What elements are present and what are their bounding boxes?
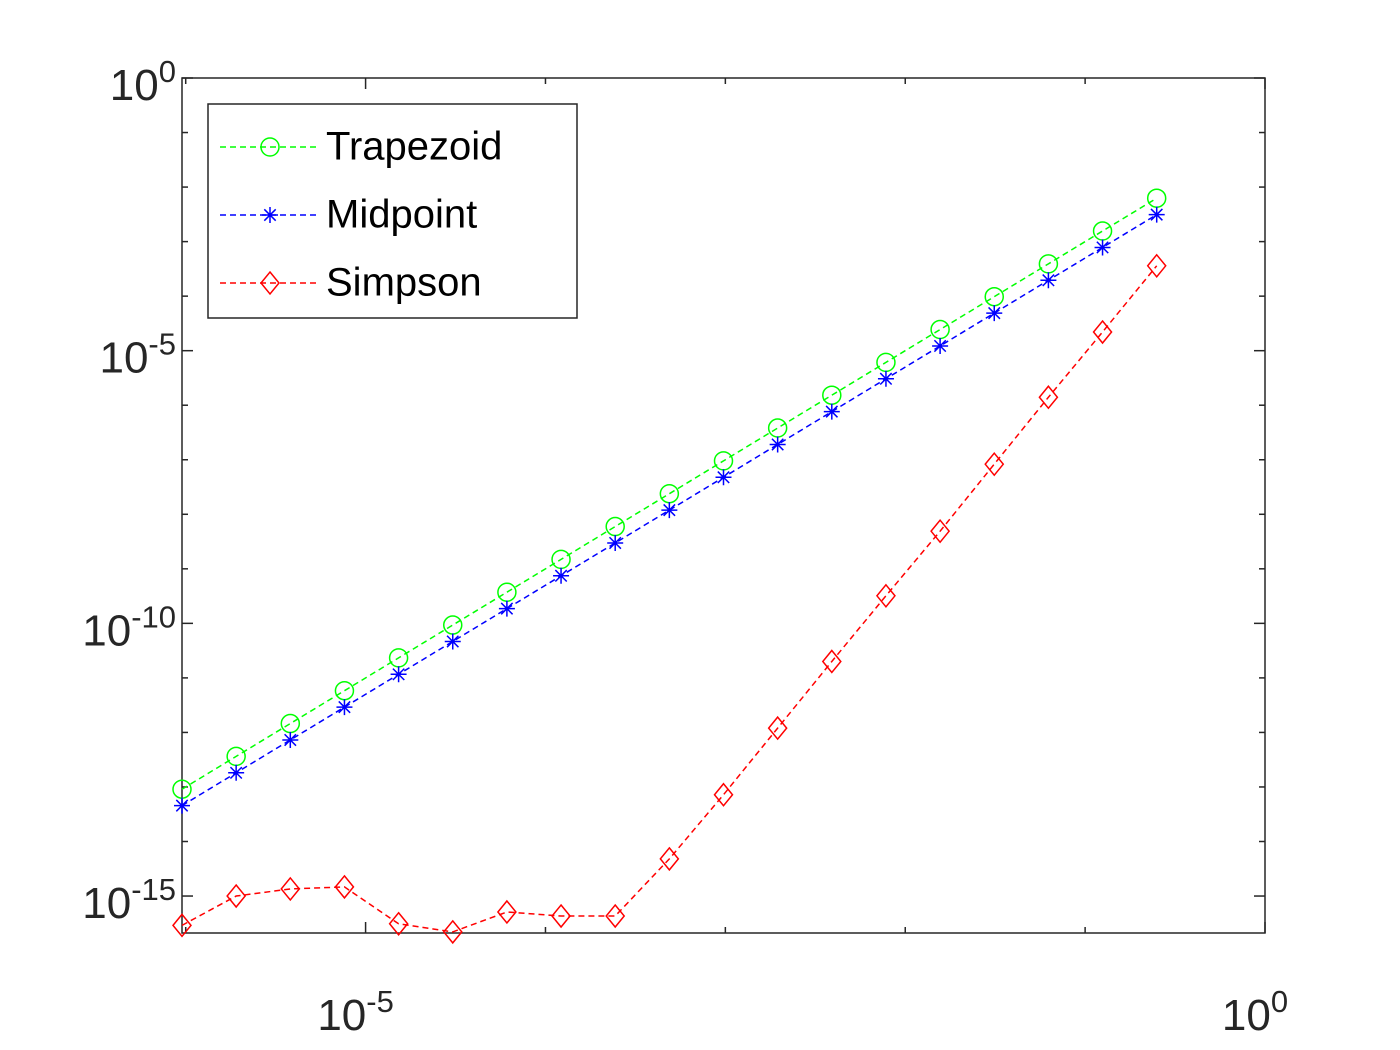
marker bbox=[172, 913, 192, 938]
y-tick-label: 10-15 bbox=[82, 872, 176, 928]
legend-marker bbox=[260, 270, 280, 296]
marker bbox=[444, 633, 461, 650]
marker bbox=[769, 436, 786, 453]
marker bbox=[607, 534, 624, 551]
marker bbox=[823, 403, 840, 420]
y-tick-label: 100 bbox=[110, 54, 176, 110]
marker bbox=[767, 715, 788, 741]
legend-marker bbox=[260, 137, 280, 157]
marker bbox=[336, 699, 353, 716]
marker bbox=[1040, 272, 1057, 289]
marker bbox=[986, 305, 1003, 322]
legend-label: Trapezoid bbox=[326, 125, 502, 169]
legend-marker bbox=[262, 207, 278, 223]
marker bbox=[553, 567, 570, 584]
marker bbox=[390, 666, 407, 683]
marker bbox=[605, 903, 626, 929]
marker bbox=[1094, 239, 1111, 256]
legend-label: Midpoint bbox=[326, 193, 477, 237]
marker bbox=[1092, 319, 1113, 345]
marker bbox=[877, 370, 894, 387]
marker bbox=[932, 337, 949, 354]
marker bbox=[930, 518, 951, 544]
legend: Trapezoid Midpoint Simpson bbox=[207, 103, 578, 319]
marker bbox=[661, 502, 678, 519]
y-tick-label: 10-5 bbox=[99, 327, 176, 383]
marker bbox=[388, 911, 409, 936]
marker bbox=[715, 469, 732, 486]
x-tick-label: 10-5 bbox=[317, 984, 394, 1040]
marker bbox=[551, 903, 572, 929]
marker bbox=[280, 876, 301, 902]
marker bbox=[226, 883, 247, 909]
marker bbox=[498, 600, 515, 617]
marker bbox=[821, 649, 842, 674]
marker bbox=[442, 919, 463, 945]
y-tick-label: 10-10 bbox=[82, 599, 176, 655]
series-line bbox=[181, 265, 1158, 933]
x-tick-label: 100 bbox=[1222, 984, 1288, 1040]
marker bbox=[496, 899, 517, 925]
legend-label: Simpson bbox=[326, 261, 482, 305]
marker bbox=[659, 846, 680, 872]
marker bbox=[1146, 253, 1167, 278]
marker bbox=[713, 782, 734, 807]
marker bbox=[334, 874, 355, 900]
marker bbox=[228, 764, 245, 781]
marker bbox=[875, 583, 896, 608]
marker bbox=[1148, 206, 1165, 223]
marker bbox=[282, 731, 299, 748]
marker bbox=[174, 797, 190, 814]
marker bbox=[984, 451, 1005, 477]
marker bbox=[1038, 385, 1059, 410]
